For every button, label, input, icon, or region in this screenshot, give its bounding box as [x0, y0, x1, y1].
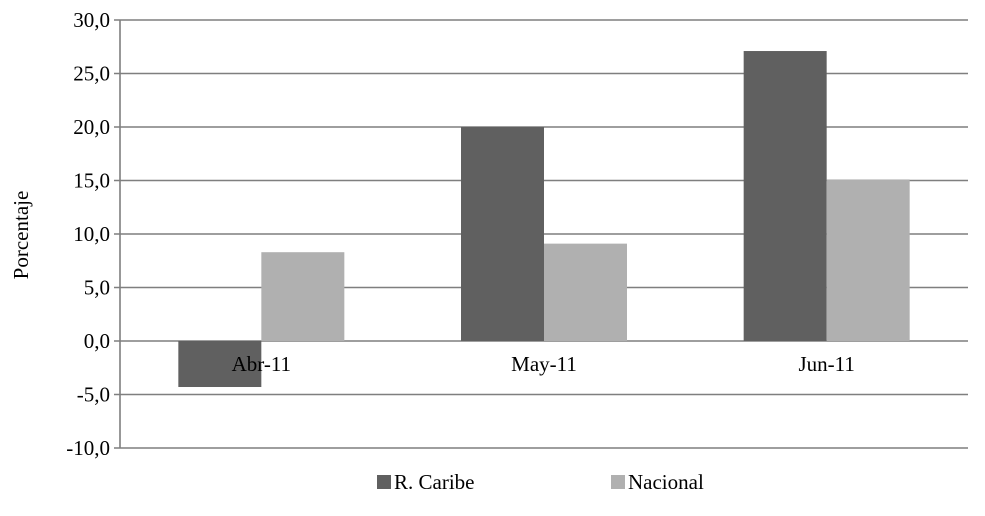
- y-tick-label: 5,0: [84, 276, 110, 300]
- bars: [178, 51, 910, 388]
- bar-nacional-abr-11: [261, 252, 345, 341]
- bar-nacional-may-11: [544, 243, 627, 341]
- bar-nacional-jun-11: [826, 179, 910, 341]
- legend-label: R. Caribe: [394, 470, 474, 494]
- legend-label: Nacional: [628, 470, 704, 494]
- y-axis-label: Porcentaje: [9, 191, 33, 280]
- y-tick-label: 25,0: [73, 62, 110, 86]
- legend-item: Nacional: [611, 470, 704, 494]
- x-category-labels: Abr-11 May-11 Jun-11: [232, 352, 855, 376]
- legend: R. Caribe Nacional: [377, 470, 704, 494]
- bar-r-caribe-abr-11: [178, 341, 262, 388]
- legend-swatch: [377, 475, 391, 489]
- y-tick-label: -10,0: [66, 436, 110, 460]
- legend-item: R. Caribe: [377, 470, 474, 494]
- bar-r-caribe-may-11: [461, 127, 544, 341]
- y-tick-label: -5,0: [77, 383, 110, 407]
- legend-swatch: [611, 475, 625, 489]
- x-category-label: Abr-11: [232, 352, 291, 376]
- y-tick-label: 15,0: [73, 169, 110, 193]
- x-category-label: Jun-11: [798, 352, 854, 376]
- y-tick-label: 30,0: [73, 8, 110, 32]
- y-tick-label: 20,0: [73, 115, 110, 139]
- y-tick-label: 10,0: [73, 222, 110, 246]
- y-tick-label: 0,0: [84, 329, 110, 353]
- x-category-label: May-11: [511, 352, 577, 376]
- bar-r-caribe-jun-11: [743, 51, 827, 341]
- y-tick-labels: -10,0 -5,0 0,0 5,0 10,0 15,0 20,0 25,0 30,0: [66, 8, 110, 460]
